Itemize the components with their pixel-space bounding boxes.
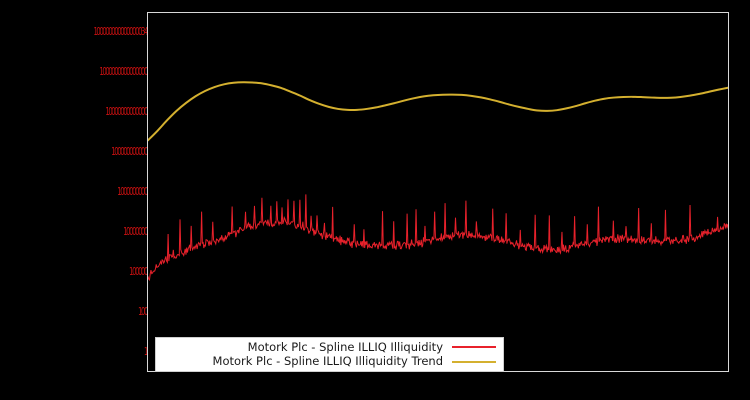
chart-legend: Motork Plc - Spline ILLIQ Illiquidity Mo… <box>155 337 504 372</box>
legend-entry-trend: Motork Plc - Spline ILLIQ Illiquidity Tr… <box>156 355 503 370</box>
legend-label-illiquidity: Motork Plc - Spline ILLIQ Illiquidity <box>247 339 443 354</box>
y-tick-label: 10000000000000 <box>105 105 148 118</box>
y-tick-label: 100000000000000034 <box>93 25 148 38</box>
plot-area <box>147 12 729 372</box>
y-tick-label: 1000000000 <box>117 185 148 198</box>
y-tick-label: 100000 <box>129 265 148 278</box>
y-tick-label: 100 <box>138 305 148 318</box>
y-tick-label: 1000000000000000 <box>99 65 148 78</box>
y-tick-label: 100000000000 <box>111 145 148 158</box>
y-tick-label: 1 <box>144 345 148 358</box>
y-tick-label: 10000000 <box>123 225 148 238</box>
plot-svg <box>148 81 728 281</box>
legend-swatch-trend <box>452 360 496 363</box>
legend-entry-illiquidity: Motork Plc - Spline ILLIQ Illiquidity <box>156 340 503 355</box>
trend-line-series <box>148 81 728 142</box>
legend-label-trend: Motork Plc - Spline ILLIQ Illiquidity Tr… <box>212 354 443 369</box>
illiquidity-line-series <box>148 194 728 281</box>
y-axis-tick-labels: 100000000000000034 1000000000000000 100000… <box>0 0 148 400</box>
legend-swatch-illiquidity <box>452 346 496 349</box>
